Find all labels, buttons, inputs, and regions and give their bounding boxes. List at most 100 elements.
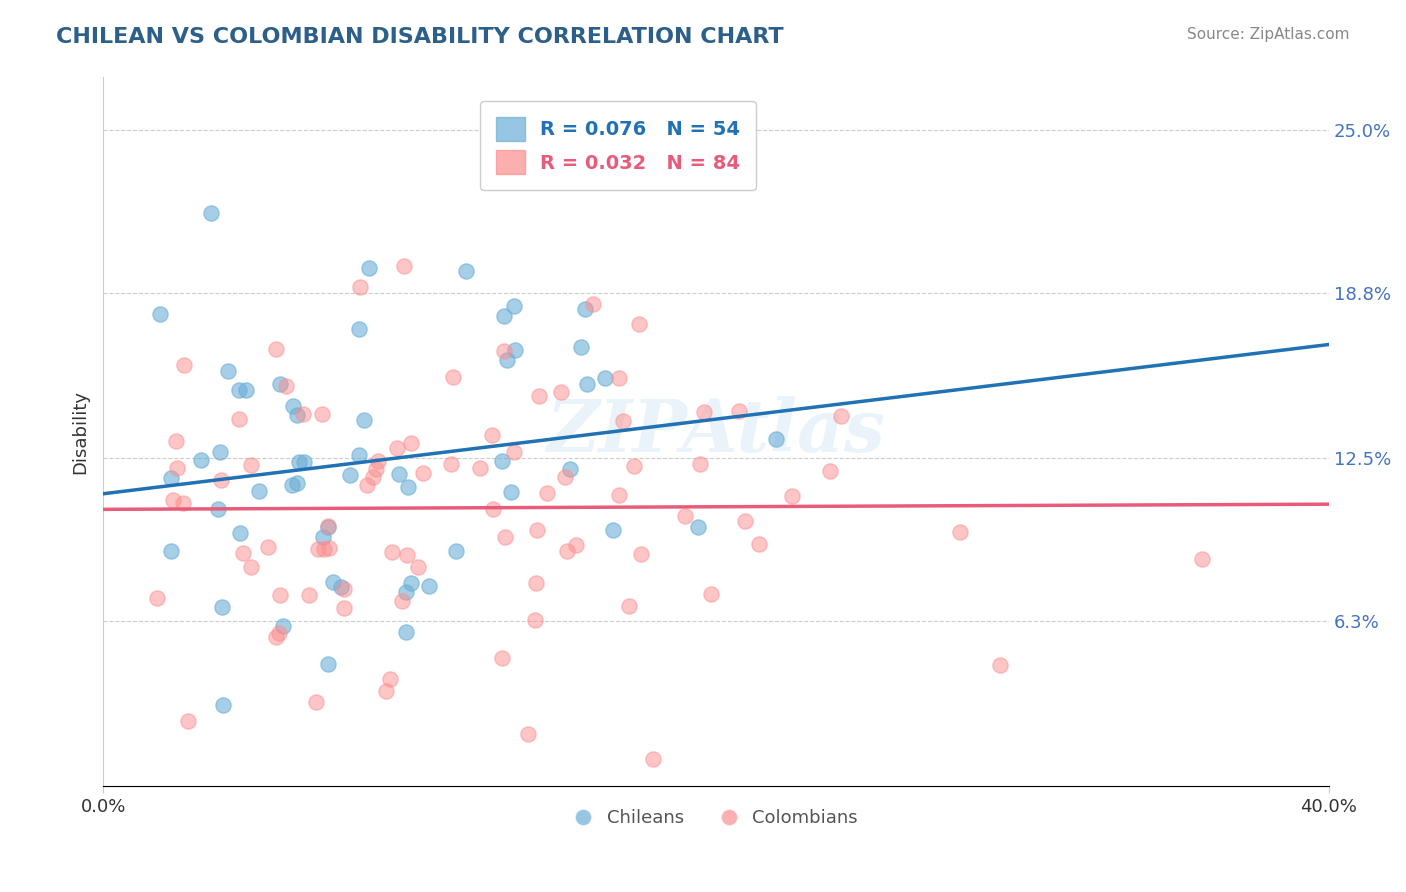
Point <box>727 404 749 418</box>
Point <box>322 575 344 590</box>
Point <box>312 530 335 544</box>
Point <box>399 576 422 591</box>
Point <box>318 541 340 555</box>
Point <box>494 529 516 543</box>
Point <box>454 264 477 278</box>
Point <box>558 462 581 476</box>
Point <box>524 576 547 591</box>
Point <box>686 520 709 534</box>
Point <box>316 657 339 672</box>
Point <box>316 520 339 534</box>
Point <box>240 560 263 574</box>
Point <box>307 541 329 556</box>
Point <box>523 614 546 628</box>
Point <box>333 582 356 596</box>
Point <box>574 301 596 316</box>
Point <box>271 619 294 633</box>
Point <box>266 342 288 356</box>
Point <box>311 407 333 421</box>
Point <box>339 468 361 483</box>
Point <box>232 546 254 560</box>
Point <box>818 464 841 478</box>
Point <box>412 466 434 480</box>
Point <box>602 523 624 537</box>
Point <box>481 502 503 516</box>
Point <box>367 454 389 468</box>
Point <box>285 408 308 422</box>
Point <box>160 471 183 485</box>
Point <box>526 523 548 537</box>
Point <box>160 543 183 558</box>
Point <box>491 454 513 468</box>
Point <box>229 526 252 541</box>
Point <box>256 540 278 554</box>
Point <box>380 672 402 686</box>
Point <box>280 477 302 491</box>
Point <box>607 371 630 385</box>
Point <box>347 321 370 335</box>
Point <box>269 376 291 391</box>
Point <box>734 515 756 529</box>
Point <box>623 458 645 473</box>
Point <box>287 455 309 469</box>
Point <box>582 297 605 311</box>
Point <box>502 445 524 459</box>
Point <box>612 414 634 428</box>
Point <box>494 309 516 323</box>
Point <box>312 542 335 557</box>
Point <box>318 519 340 533</box>
Point <box>440 457 463 471</box>
Point <box>1191 552 1213 566</box>
Point <box>748 536 770 550</box>
Point <box>264 630 287 644</box>
Point <box>381 545 404 559</box>
Point <box>765 432 787 446</box>
Point <box>630 547 652 561</box>
Point <box>145 591 167 606</box>
Point <box>554 469 576 483</box>
Point <box>481 428 503 442</box>
Point <box>388 467 411 481</box>
Point <box>281 399 304 413</box>
Point <box>529 389 551 403</box>
Point <box>491 650 513 665</box>
Point <box>285 476 308 491</box>
Point <box>395 584 418 599</box>
Point <box>395 548 418 562</box>
Point <box>505 343 527 357</box>
Point <box>550 385 572 400</box>
Point <box>988 658 1011 673</box>
Point <box>228 383 250 397</box>
Point <box>292 454 315 468</box>
Point <box>399 436 422 450</box>
Point <box>391 594 413 608</box>
Point <box>617 599 640 613</box>
Point <box>330 581 353 595</box>
Point <box>418 579 440 593</box>
Point <box>269 588 291 602</box>
Point <box>173 358 195 372</box>
Legend: Chileans, Colombians: Chileans, Colombians <box>567 802 865 834</box>
Point <box>555 544 578 558</box>
Point <box>274 378 297 392</box>
Point <box>499 485 522 500</box>
Point <box>392 259 415 273</box>
Point <box>375 684 398 698</box>
Point <box>211 600 233 615</box>
Point <box>575 376 598 391</box>
Point <box>353 413 375 427</box>
Point <box>149 307 172 321</box>
Point <box>357 260 380 275</box>
Y-axis label: Disability: Disability <box>72 390 89 474</box>
Point <box>502 300 524 314</box>
Point <box>200 206 222 220</box>
Point <box>595 371 617 385</box>
Point <box>492 343 515 358</box>
Point <box>212 698 235 712</box>
Point <box>689 457 711 471</box>
Point <box>673 508 696 523</box>
Point <box>569 340 592 354</box>
Text: Source: ZipAtlas.com: Source: ZipAtlas.com <box>1187 27 1350 42</box>
Point <box>495 352 517 367</box>
Point <box>406 560 429 574</box>
